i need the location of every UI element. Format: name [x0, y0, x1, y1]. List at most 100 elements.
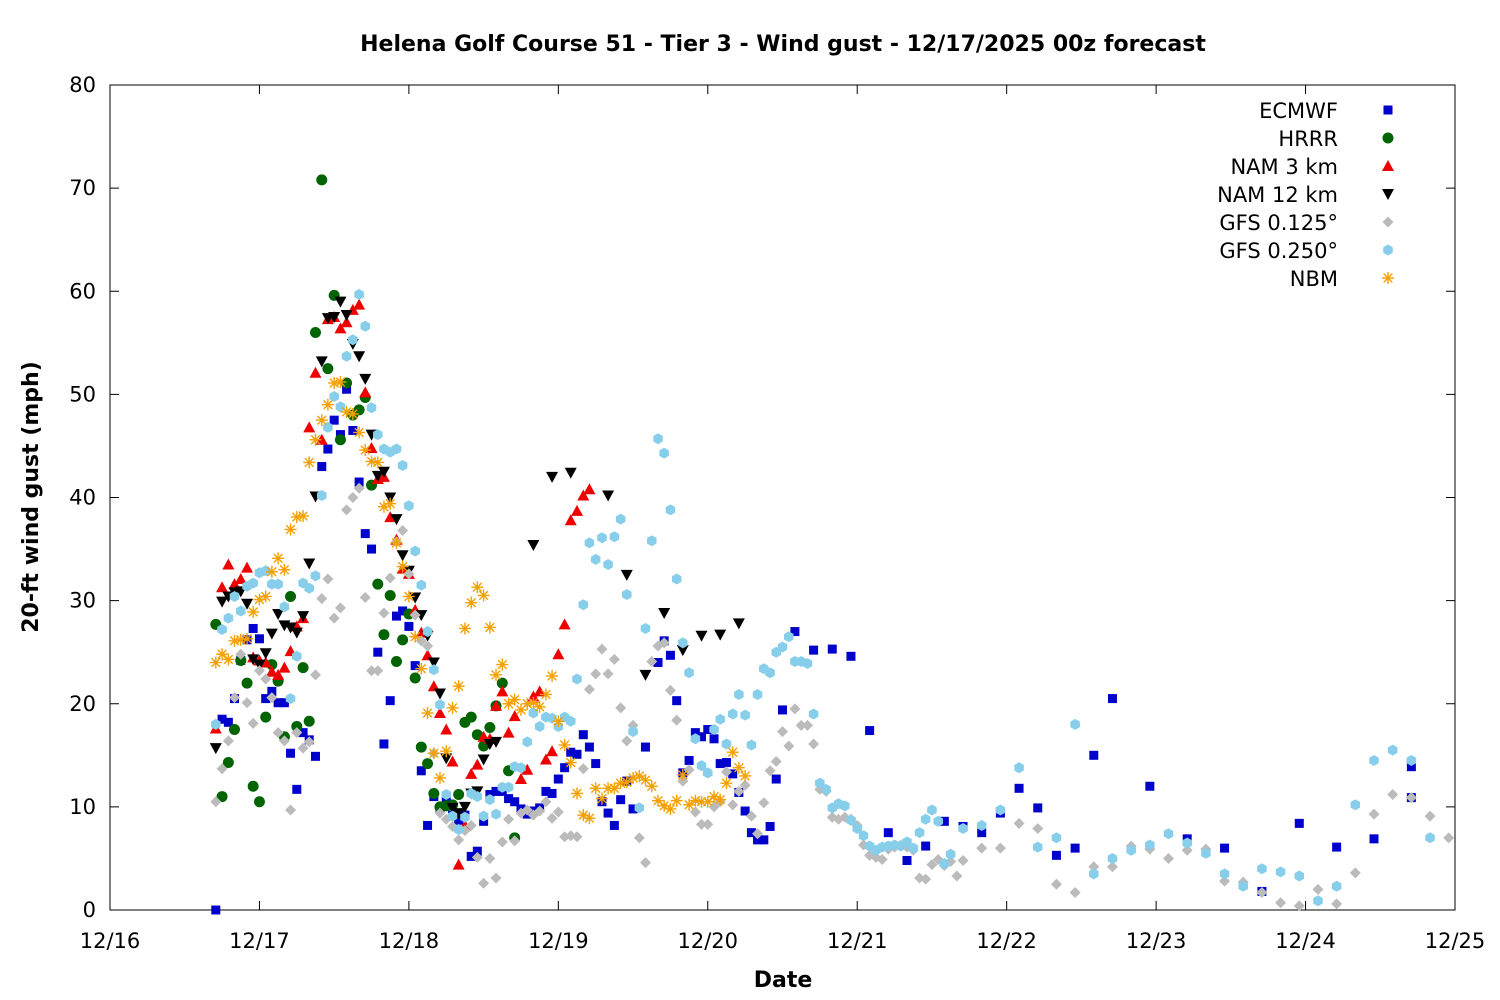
data-point — [902, 836, 912, 848]
data-point — [602, 668, 614, 680]
data-point — [472, 846, 482, 856]
data-point — [1051, 832, 1062, 844]
data-point — [334, 296, 347, 308]
data-point — [933, 815, 943, 827]
star-stroke — [702, 796, 713, 807]
data-point — [1070, 718, 1080, 730]
data-point — [354, 477, 364, 487]
x-tick-label: 12/20 — [678, 929, 739, 953]
data-point — [1275, 897, 1287, 909]
data-point — [452, 858, 465, 870]
star-stroke — [547, 671, 557, 681]
data-point — [216, 581, 229, 593]
data-point — [279, 601, 290, 613]
data-point — [552, 715, 565, 728]
data-point — [522, 736, 533, 748]
data-point — [571, 831, 583, 843]
data-point — [367, 544, 377, 554]
data-point — [1424, 810, 1436, 822]
data-point — [433, 688, 446, 700]
star-stroke — [422, 708, 433, 718]
data-point — [471, 758, 484, 770]
data-point — [728, 769, 738, 779]
star-stroke — [684, 799, 694, 810]
data-point — [490, 872, 502, 884]
data-point — [827, 644, 837, 654]
data-point — [329, 415, 339, 425]
data-point — [309, 366, 322, 378]
data-point — [591, 759, 601, 769]
data-point — [496, 658, 509, 671]
data-point — [714, 629, 727, 641]
data-point — [452, 808, 465, 820]
data-point — [433, 707, 446, 719]
data-point — [639, 669, 652, 681]
data-point — [739, 779, 751, 791]
data-point — [684, 755, 694, 765]
data-point — [589, 782, 602, 795]
data-point — [809, 645, 819, 655]
star-stroke — [310, 434, 321, 445]
legend-label-gfs-0-125: GFS 0.125° — [1219, 211, 1338, 235]
series-gfs-0-125 — [210, 482, 1455, 912]
data-point — [496, 836, 508, 848]
data-point — [577, 763, 589, 775]
data-point — [546, 471, 559, 483]
data-point — [465, 767, 478, 779]
data-point — [976, 819, 987, 831]
star-stroke — [416, 663, 427, 674]
legend-label-ecmwf: ECMWF — [1259, 99, 1338, 123]
data-point — [216, 596, 229, 608]
data-point — [491, 808, 501, 820]
data-point — [1013, 817, 1025, 829]
data-point — [259, 656, 272, 668]
data-point — [310, 570, 321, 582]
data-point — [602, 490, 615, 502]
data-point — [858, 830, 869, 842]
data-point — [410, 545, 420, 557]
data-point — [440, 745, 453, 758]
data-point — [676, 645, 689, 657]
data-point — [404, 500, 414, 512]
star-stroke — [404, 591, 414, 602]
x-tick-label: 12/18 — [379, 929, 440, 953]
data-point — [404, 621, 414, 631]
data-point — [446, 701, 459, 714]
data-point — [708, 801, 720, 813]
data-point — [402, 590, 415, 603]
series-hrrr — [210, 174, 521, 844]
data-point — [994, 842, 1006, 854]
data-point — [490, 668, 503, 681]
data-point — [373, 647, 383, 657]
legend-marker-gfs-0-125 — [1382, 216, 1394, 228]
data-point — [508, 693, 521, 706]
data-point — [634, 802, 645, 814]
legend: ECMWF HRRR NAM 3 km NAM 12 km GFS 0.125° GFS … — [1217, 99, 1394, 291]
data-point — [303, 456, 316, 469]
data-point — [209, 743, 222, 755]
data-point — [415, 662, 428, 675]
data-point — [359, 386, 372, 398]
data-point — [297, 662, 309, 674]
data-point — [732, 618, 745, 630]
data-point — [241, 561, 254, 573]
star-stroke — [235, 634, 246, 645]
data-point — [440, 753, 453, 765]
data-point — [583, 812, 596, 825]
star-stroke — [497, 659, 508, 670]
data-point — [977, 828, 987, 838]
data-point — [378, 607, 390, 619]
data-point — [926, 859, 938, 871]
data-point — [596, 643, 608, 655]
data-point — [359, 444, 372, 457]
star-stroke — [491, 670, 501, 680]
data-point — [609, 820, 619, 830]
y-tick-label: 60 — [69, 279, 96, 303]
data-point — [789, 703, 801, 715]
star-stroke — [565, 757, 576, 768]
data-point — [272, 552, 285, 565]
star-stroke — [659, 801, 669, 811]
star-stroke — [279, 564, 290, 575]
data-point — [359, 592, 371, 604]
star-stroke — [304, 457, 315, 468]
